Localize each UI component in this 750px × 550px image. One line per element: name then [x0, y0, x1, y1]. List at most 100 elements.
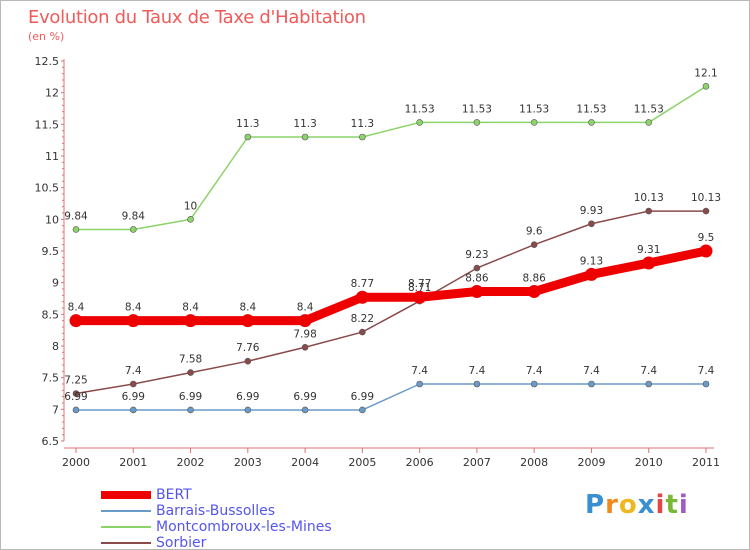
data-label: 7.4	[698, 365, 715, 377]
data-point	[702, 83, 710, 90]
chart-title: Evolution du Taux de Taxe d'Habitation	[28, 7, 366, 28]
data-point	[244, 133, 252, 141]
data-label: 6.99	[179, 391, 202, 403]
series-line	[76, 246, 707, 326]
y-tick-label: 11	[45, 150, 59, 163]
data-label: 7.25	[64, 375, 87, 387]
data-point	[588, 220, 595, 228]
proxiti-logo: Proxiti	[585, 490, 689, 520]
series-lines	[75, 85, 707, 411]
data-label: 11.53	[634, 103, 664, 115]
y-tick-label: 12.5	[35, 55, 60, 68]
data-label: 10.13	[634, 192, 664, 204]
data-label: 11.3	[236, 118, 259, 130]
x-tick-label: 2009	[577, 456, 605, 469]
data-point	[473, 119, 481, 126]
series-line	[76, 85, 707, 231]
legend-swatch	[101, 510, 151, 512]
series-line	[76, 383, 706, 411]
data-label: 11.53	[405, 103, 435, 115]
data-label: 8.71	[408, 282, 431, 294]
data-label: 9.13	[580, 255, 603, 267]
data-point	[187, 369, 194, 376]
data-point	[184, 314, 198, 328]
logo-letter: r	[605, 490, 619, 520]
data-label: 7.98	[293, 328, 316, 340]
data-point	[530, 380, 538, 388]
data-point	[470, 285, 484, 299]
x-tick-label: 2011	[692, 456, 720, 469]
data-label: 6.99	[351, 391, 374, 403]
y-tick-label: 7.5	[42, 372, 60, 385]
data-point	[416, 380, 423, 388]
data-label: 11.3	[293, 118, 316, 130]
data-point	[72, 390, 80, 397]
data-label: 9.5	[698, 232, 715, 244]
data-point	[72, 406, 80, 414]
data-point	[645, 207, 653, 215]
chart-subtitle: (en %)	[28, 30, 65, 43]
y-tick-label: 6.5	[42, 435, 60, 448]
data-point	[473, 380, 481, 388]
data-label: 7.76	[236, 342, 260, 354]
data-point	[187, 216, 194, 223]
data-point	[301, 406, 309, 414]
logo-letter: t	[665, 490, 679, 520]
data-label: 12.1	[694, 67, 717, 79]
x-tick-label: 2002	[177, 456, 205, 469]
data-labels: 8.4 8.4 8.4 8.4 8.4 8.77 8.77 8.86 8.86 9.13 9.31 9…	[64, 67, 721, 403]
y-tick-label: 8	[52, 340, 59, 353]
data-label: 11.53	[576, 103, 606, 115]
data-point	[359, 328, 366, 336]
data-label: 9.23	[465, 249, 488, 261]
data-point	[702, 380, 710, 388]
data-label: 7.4	[469, 365, 486, 377]
x-tick-label: 2001	[119, 456, 147, 469]
data-label: 9.84	[64, 210, 88, 222]
data-point	[244, 357, 252, 365]
legend-swatch	[101, 526, 151, 528]
data-label: 8.77	[351, 278, 374, 290]
data-point	[72, 226, 80, 233]
data-point	[642, 256, 656, 270]
x-tick-label: 2007	[463, 456, 491, 469]
data-label: 11.53	[519, 103, 549, 115]
data-label: 8.4	[239, 302, 256, 314]
x-tick-label: 2004	[291, 456, 319, 469]
data-point	[355, 290, 369, 304]
data-point	[244, 406, 252, 414]
data-point	[699, 244, 713, 258]
x-tick-label: 2005	[348, 456, 376, 469]
data-point	[413, 290, 427, 304]
data-label: 9.84	[122, 210, 146, 222]
data-label: 8.86	[465, 273, 489, 285]
data-point	[129, 406, 137, 414]
data-label: 7.4	[583, 365, 600, 377]
data-point	[527, 285, 541, 299]
legend-label: BERT	[156, 487, 192, 503]
series-line	[75, 210, 706, 395]
data-label: 6.99	[64, 391, 87, 403]
y-tick-label: 9.5	[42, 245, 60, 258]
data-point	[584, 267, 598, 281]
data-point	[126, 314, 140, 328]
data-point	[298, 314, 312, 328]
data-label: 8.4	[125, 302, 142, 314]
data-label: 6.99	[293, 391, 316, 403]
data-point	[416, 119, 423, 126]
data-label: 6.99	[236, 391, 259, 403]
legend-swatch	[101, 542, 151, 544]
data-point	[702, 207, 710, 215]
y-tick-label: 9	[52, 277, 59, 290]
y-tick-label: 11.5	[35, 118, 60, 131]
legend-label: Barrais-Bussolles	[156, 503, 276, 519]
legend-label: Sorbier	[156, 535, 207, 550]
legend-label: Montcombroux-les-Mines	[156, 519, 332, 535]
data-label: 10	[184, 200, 197, 212]
data-label: 8.4	[297, 302, 314, 314]
data-point	[588, 380, 595, 388]
x-tick-label: 2008	[520, 456, 548, 469]
data-point	[187, 406, 194, 414]
data-point	[129, 380, 137, 388]
